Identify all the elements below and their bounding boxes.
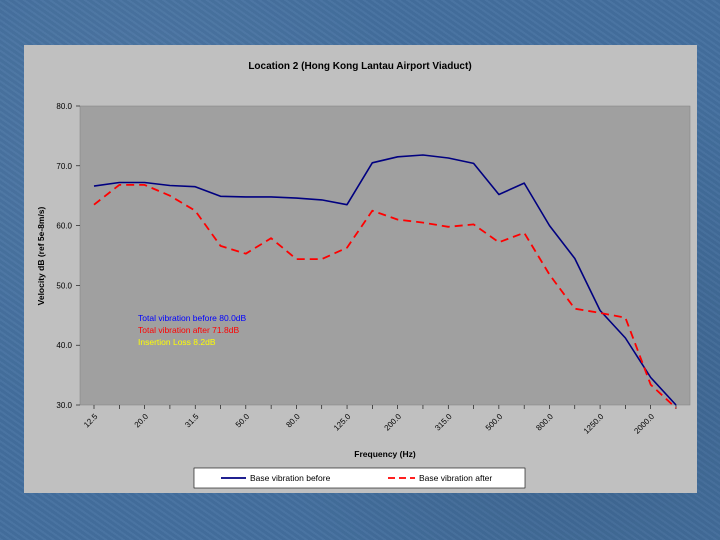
y-tick-label: 60.0 (56, 222, 72, 231)
x-tick-label: 125.0 (332, 412, 353, 433)
legend-label: Base vibration after (419, 473, 492, 483)
series-line-before (93, 154, 677, 406)
plot-area (79, 105, 691, 406)
x-tick-label: 31.5 (183, 412, 201, 430)
x-tick-label: 20.0 (133, 412, 151, 430)
x-tick-label: 12.5 (82, 412, 100, 430)
legend-box (193, 467, 526, 489)
x-tick-label: 1250.0 (582, 412, 606, 436)
x-tick-label: 200.0 (383, 412, 404, 433)
x-tick-label: 2000.0 (632, 412, 656, 436)
y-tick-label: 40.0 (56, 341, 72, 350)
y-tick-label: 80.0 (56, 102, 72, 111)
legend-label: Base vibration before (250, 473, 331, 483)
chart-area: Location 2 (Hong Kong Lantau Airport Via… (24, 45, 697, 493)
y-tick-label: 30.0 (56, 401, 72, 410)
series-line-after (93, 183, 677, 409)
x-axis-title: Frequency (Hz) (354, 449, 416, 459)
y-axis-title: Velocity dB (ref 5e-8m/s) (36, 206, 46, 305)
y-tick-label: 70.0 (56, 162, 72, 171)
annotation-text: Insertion Loss 8.2dB (138, 337, 216, 347)
y-tick-label: 50.0 (56, 281, 72, 290)
chart-title: Location 2 (Hong Kong Lantau Airport Via… (248, 61, 471, 72)
x-tick-label: 50.0 (234, 412, 252, 430)
line-chart: Location 2 (Hong Kong Lantau Airport Via… (36, 61, 691, 489)
x-tick-label: 500.0 (484, 412, 505, 433)
annotation-text: Total vibration before 80.0dB (138, 313, 247, 323)
x-tick-label: 315.0 (433, 412, 454, 433)
x-tick-label: 800.0 (534, 412, 555, 433)
annotation-text: Total vibration after 71.8dB (138, 325, 239, 335)
x-tick-label: 80.0 (284, 412, 302, 430)
